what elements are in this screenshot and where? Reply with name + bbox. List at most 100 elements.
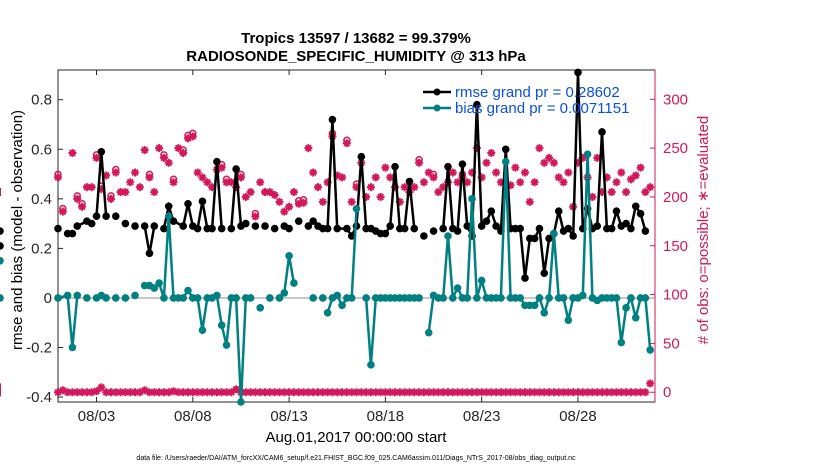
obs-evaluated-point <box>646 183 655 192</box>
obs-evaluated-point <box>140 146 149 155</box>
x-tick-label: 08/23 <box>463 408 501 425</box>
rmse-point <box>439 224 447 233</box>
bias-point <box>540 309 549 317</box>
rmse-point <box>564 224 573 233</box>
obs-evaluated-point <box>299 198 308 207</box>
obs-evaluated-point <box>92 153 101 162</box>
obs-evaluated-point <box>270 190 279 199</box>
obs-small-point <box>227 388 236 397</box>
bias-point <box>583 150 592 159</box>
rmse-point <box>160 224 168 233</box>
rmse-point <box>381 229 390 238</box>
bias-point <box>63 291 72 300</box>
obs-evaluated-point <box>487 149 496 157</box>
bias-point <box>439 294 447 302</box>
y2-tick-label: 0 <box>663 384 671 401</box>
obs-evaluated-point <box>564 168 573 177</box>
x-tick-label: 08/28 <box>559 408 597 425</box>
bias-point <box>463 294 472 302</box>
obs-evaluated-point <box>145 173 154 182</box>
y2-tick-label: 200 <box>663 189 688 206</box>
obs-evaluated-point <box>511 163 520 172</box>
rmse-point <box>87 219 96 228</box>
rmse-point <box>73 222 82 230</box>
bias-point <box>266 294 274 302</box>
obs-evaluated-point <box>217 163 226 172</box>
obs-evaluated-point <box>554 173 563 182</box>
bias-point <box>444 232 452 240</box>
rmse-point <box>627 224 635 233</box>
obs-evaluated-point <box>338 173 347 182</box>
rmse-point <box>68 229 77 238</box>
rmse-point <box>208 224 216 233</box>
obs-evaluated-point <box>429 173 438 182</box>
bias-point <box>516 294 524 302</box>
bias-point <box>559 294 568 302</box>
rmse-point <box>540 269 549 277</box>
chart-subtitle: RADIOSONDE_SPECIFIC_HUMIDITY @ 313 hPa <box>186 48 526 65</box>
bias-point <box>530 301 539 310</box>
bias-point <box>453 284 462 292</box>
bias-point <box>83 294 91 302</box>
bias-point <box>468 195 476 203</box>
obs-evaluated-point <box>521 168 530 177</box>
bias-point <box>333 291 342 300</box>
obs-evaluated-point <box>342 139 351 148</box>
rmse-point <box>102 212 110 220</box>
rmse-point <box>217 224 226 233</box>
obs-evaluated-point <box>482 158 491 167</box>
bias-point <box>415 294 423 302</box>
bias-point <box>309 294 317 302</box>
bias-point <box>367 361 375 369</box>
obs-evaluated-point <box>289 188 298 197</box>
bias-point <box>338 301 346 310</box>
rmse-point <box>294 217 303 225</box>
y-tick-label: 0.2 <box>31 240 52 257</box>
rmse-point <box>227 224 236 233</box>
rmse-point <box>631 202 640 211</box>
bias-point <box>285 252 293 260</box>
obs-evaluated-point <box>463 178 472 187</box>
obs-evaluated-point <box>183 134 192 143</box>
obs-evaluated-point <box>87 183 96 192</box>
y-tick-label: -0.2 <box>26 339 52 356</box>
bias-point <box>646 346 654 354</box>
obs-evaluated-point <box>631 171 640 180</box>
obs-evaluated-point <box>549 158 558 167</box>
plot-area: 08/03 08/08 08/13 08/18 08/23 08/28 -0.4 -0.2 0 0… <box>0 68 688 425</box>
bias-point <box>232 294 240 302</box>
obs-evaluated-point <box>371 173 380 182</box>
bias-point <box>617 338 626 347</box>
bias-point <box>275 294 284 302</box>
obs-evaluated-point <box>121 188 130 197</box>
footnote: data file: /Users/raeder/DAI/ATM_forcXX/… <box>136 455 576 462</box>
bias-point <box>535 294 544 302</box>
obs-evaluated-point <box>535 144 544 153</box>
obs-evaluated-point <box>126 178 135 187</box>
obs-evaluated-point <box>188 132 197 141</box>
obs-evaluated-point <box>607 188 616 197</box>
x-tick-label: 08/18 <box>367 408 405 425</box>
obs-evaluated-point <box>492 168 501 177</box>
obs-evaluated-point <box>593 153 602 162</box>
rmse-point <box>304 222 313 230</box>
x-tick-label: 08/13 <box>270 408 308 425</box>
rmse-point <box>193 224 202 233</box>
rmse-point <box>535 224 544 233</box>
obs-evaluated-point <box>285 202 294 211</box>
bias-point <box>477 276 486 285</box>
obs-evaluated-point <box>246 188 255 197</box>
bias-point <box>0 256 4 265</box>
legend: rmse grand pr = 0.28602 bias grand pr = … <box>423 84 629 117</box>
obs-evaluated-point <box>265 188 274 197</box>
bias-point <box>578 291 587 300</box>
rmse-point <box>140 222 149 230</box>
rmse-point <box>164 202 173 211</box>
obs-evaluated-point <box>448 168 457 177</box>
bias-point <box>501 157 510 166</box>
obs-evaluated-point <box>256 178 265 187</box>
rmse-point <box>0 242 4 250</box>
x-tick-label: 08/03 <box>78 408 116 425</box>
rmse-point <box>169 217 178 225</box>
